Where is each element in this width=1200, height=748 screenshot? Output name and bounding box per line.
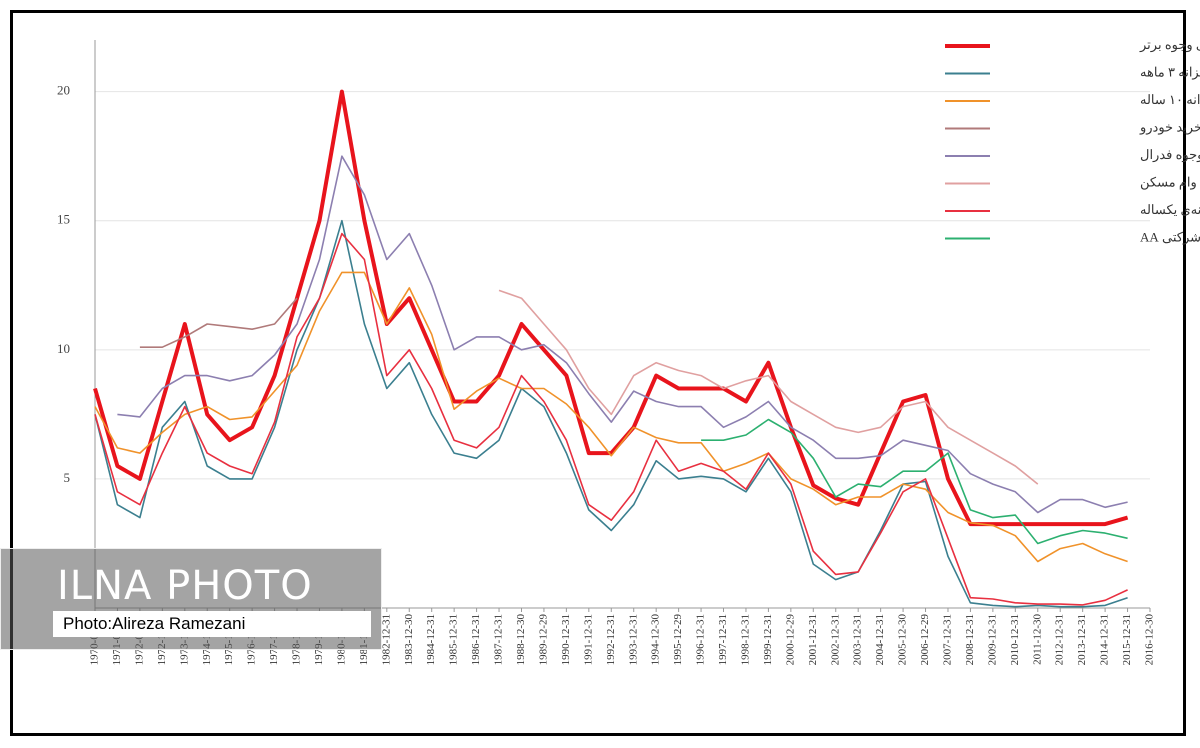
x-tick-label: 1995-12-29 (672, 614, 684, 666)
x-tick-label: 2010-12-31 (1009, 614, 1021, 665)
legend-label: اوراق خزانه‌ی یکساله (1140, 202, 1200, 218)
series-line (117, 155, 1128, 514)
series-line (139, 297, 298, 348)
x-tick-label: 2001-12-31 (807, 614, 819, 665)
x-tick-label: 2011-12-30 (1031, 614, 1043, 665)
x-tick-label: 2006-12-29 (919, 614, 931, 666)
legend-label: اوراق خزانه ۳ ماهه (1140, 64, 1200, 80)
watermark-brand: ILNA PHOTO (57, 563, 313, 609)
x-tick-label: 1983-12-30 (403, 614, 415, 666)
x-tick-label: 2008-12-31 (964, 614, 976, 665)
x-tick-label: 2015-12-31 (1121, 614, 1133, 665)
x-tick-label: 1992-12-31 (605, 614, 617, 665)
x-tick-label: 1999-12-31 (762, 614, 774, 665)
series-line (701, 418, 1128, 545)
x-tick-label: 1993-12-31 (627, 614, 639, 665)
legend-label: وام خرید خودرو (1139, 119, 1200, 135)
x-tick-label: 2013-12-31 (1076, 614, 1088, 665)
x-tick-label: 1986-12-31 (470, 614, 482, 665)
x-tick-label: 2000-12-29 (784, 614, 796, 666)
watermark-credit: Photo:Alireza Ramezani (53, 611, 371, 637)
series-line (94, 232, 1128, 606)
x-tick-label: 1987-12-31 (493, 614, 505, 665)
series-line (498, 289, 1039, 485)
x-tick-label: 2014-12-31 (1099, 614, 1111, 665)
frame (10, 10, 1186, 736)
legend-label: وام مسکن (1140, 174, 1197, 190)
x-tick-label: 2016-12-30 (1144, 614, 1156, 666)
y-tick-label: 20 (57, 83, 70, 98)
watermark: ILNA PHOTO Photo:Alireza Ramezani (0, 548, 382, 650)
x-tick-label: 1996-12-31 (695, 614, 707, 665)
x-tick-label: 1989-12-29 (537, 614, 549, 666)
legend-label: نرخ وجوه فدرال (1140, 147, 1200, 163)
x-tick-label: 2009-12-31 (986, 614, 998, 665)
x-tick-label: 2005-12-30 (897, 614, 909, 666)
series-line (94, 271, 1128, 563)
legend-label: اوراق خزانه ۱۰ ساله (1140, 92, 1200, 108)
x-tick-label: 1997-12-31 (717, 614, 729, 665)
y-tick-label: 5 (64, 470, 71, 485)
x-tick-label: 1994-12-30 (650, 614, 662, 666)
x-tick-label: 2007-12-31 (942, 614, 954, 665)
x-tick-label: 2002-12-31 (829, 614, 841, 665)
legend-label: نرخ بهره‌ی وجوه برتر (1139, 37, 1200, 53)
x-tick-label: 2004-12-31 (874, 614, 886, 665)
x-tick-label: 1998-12-31 (739, 614, 751, 665)
x-tick-label: 1984-12-31 (425, 614, 437, 665)
x-tick-label: 1988-12-30 (515, 614, 527, 666)
x-tick-label: 2003-12-31 (852, 614, 864, 665)
legend-label: اوراق شرکتی AA (1140, 229, 1200, 245)
x-tick-label: 2012-12-31 (1054, 614, 1066, 665)
x-tick-label: 1985-12-31 (448, 614, 460, 665)
series-line (93, 89, 1129, 527)
y-tick-label: 15 (57, 212, 70, 227)
y-tick-label: 10 (57, 341, 70, 356)
x-tick-label: 1991-12-31 (582, 614, 594, 665)
series-line (94, 219, 1128, 608)
x-tick-label: 1982-12-31 (380, 614, 392, 665)
x-tick-label: 1990-12-31 (560, 614, 572, 665)
